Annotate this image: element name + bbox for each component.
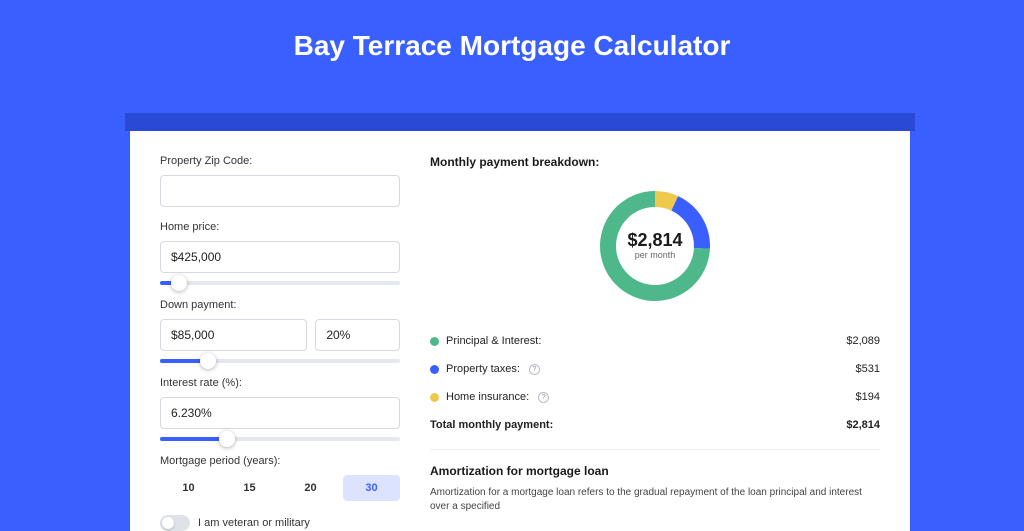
down-payment-label: Down payment: [160,299,400,311]
legend-value: $194 [856,391,880,403]
legend-value: $531 [856,363,880,375]
zip-input[interactable] [160,175,400,207]
page-title: Bay Terrace Mortgage Calculator [0,0,1024,82]
down-payment-field: Down payment: [160,299,400,363]
legend-row: Principal & Interest: $2,089 [430,327,880,355]
legend-label: Property taxes: [446,363,520,375]
period-label: Mortgage period (years): [160,455,400,467]
home-price-label: Home price: [160,221,400,233]
breakdown-title: Monthly payment breakdown: [430,155,880,169]
slider-thumb[interactable] [200,353,216,369]
amortization-title: Amortization for mortgage loan [430,464,880,478]
slider-thumb[interactable] [171,275,187,291]
period-button-30[interactable]: 30 [343,475,400,501]
legend-row: Property taxes:? $531 [430,355,880,383]
info-icon[interactable]: ? [538,392,549,403]
period-button-10[interactable]: 10 [160,475,217,501]
veteran-row: I am veteran or military [160,515,400,531]
donut-center-sub: per month [635,250,676,260]
veteran-toggle[interactable] [160,515,190,531]
amortization-section: Amortization for mortgage loan Amortizat… [430,449,880,514]
down-payment-input[interactable] [160,319,307,351]
interest-rate-input[interactable] [160,397,400,429]
donut-chart: $2,814per month [430,181,880,311]
legend-label: Home insurance: [446,391,529,403]
zip-label: Property Zip Code: [160,155,400,167]
legend-value: $2,089 [846,335,880,347]
home-price-input[interactable] [160,241,400,273]
inputs-column: Property Zip Code: Home price: Down paym… [160,155,400,531]
period-button-20[interactable]: 20 [282,475,339,501]
calculator-card: Property Zip Code: Home price: Down paym… [130,131,910,531]
zip-field: Property Zip Code: [160,155,400,207]
interest-rate-label: Interest rate (%): [160,377,400,389]
down-payment-pct-input[interactable] [315,319,400,351]
total-label: Total monthly payment: [430,419,553,431]
legend-row: Home insurance:? $194 [430,383,880,411]
home-price-field: Home price: [160,221,400,285]
period-field: Mortgage period (years): 10152030 [160,455,400,501]
interest-rate-slider[interactable] [160,437,400,441]
info-icon[interactable]: ? [529,364,540,375]
period-buttons: 10152030 [160,475,400,501]
legend-dot [430,393,439,402]
interest-rate-field: Interest rate (%): [160,377,400,441]
total-row: Total monthly payment: $2,814 [430,411,880,439]
breakdown-column: Monthly payment breakdown: $2,814per mon… [430,155,880,531]
total-value: $2,814 [846,419,880,431]
legend-dot [430,365,439,374]
veteran-label: I am veteran or military [198,517,310,529]
down-payment-slider[interactable] [160,359,400,363]
amortization-text: Amortization for a mortgage loan refers … [430,486,880,514]
home-price-slider[interactable] [160,281,400,285]
period-button-15[interactable]: 15 [221,475,278,501]
card-shadow [125,113,915,131]
donut-center-value: $2,814 [627,230,682,250]
slider-thumb[interactable] [219,431,235,447]
legend-dot [430,337,439,346]
legend-label: Principal & Interest: [446,335,541,347]
